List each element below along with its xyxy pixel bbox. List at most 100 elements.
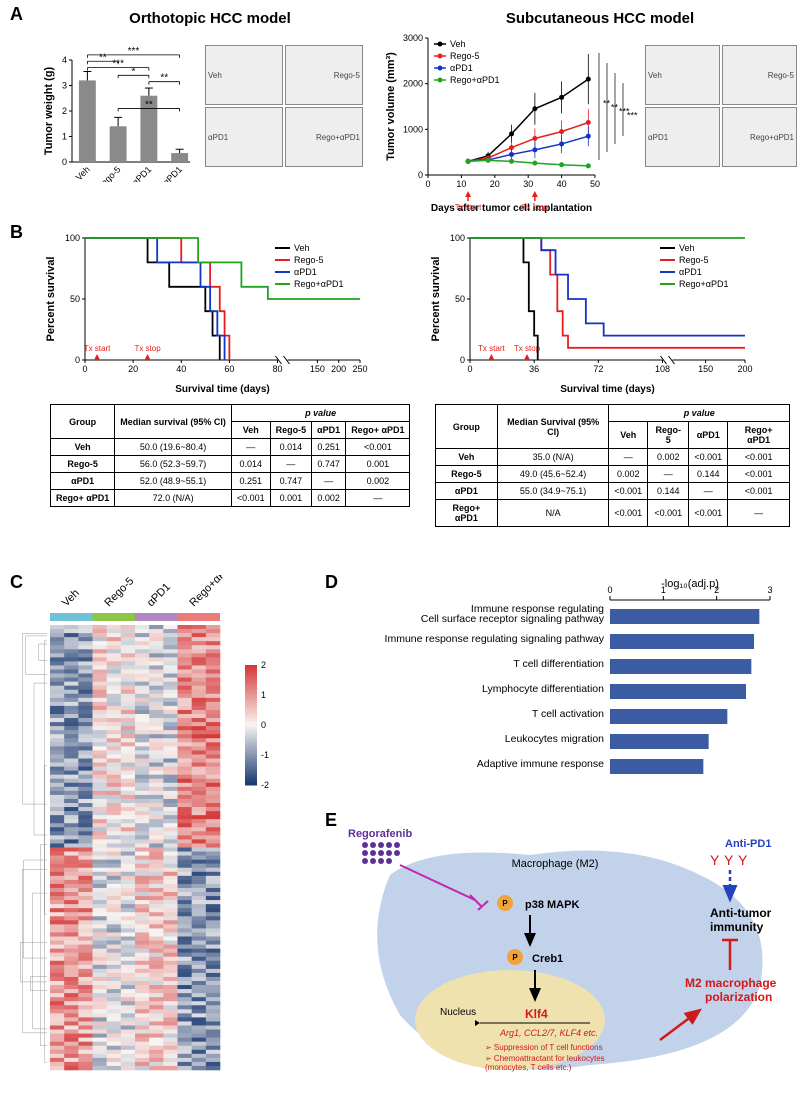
subq-line-chart: 010002000300001020304050Tumor volume (mm… bbox=[380, 30, 640, 215]
svg-text:Nucleus: Nucleus bbox=[440, 1007, 476, 1018]
subq-thumb-veh: Veh bbox=[645, 45, 720, 105]
svg-text:Y: Y bbox=[710, 852, 720, 868]
ortho-thumb-veh: Veh bbox=[205, 45, 283, 105]
svg-text:0: 0 bbox=[62, 157, 67, 167]
subq-title: Subcutaneous HCC model bbox=[430, 10, 770, 27]
svg-text:50: 50 bbox=[455, 294, 465, 304]
svg-text:1: 1 bbox=[261, 690, 266, 700]
svg-text:3: 3 bbox=[62, 81, 67, 91]
svg-text:Tx stop: Tx stop bbox=[514, 344, 541, 353]
svg-text:p38 MAPK: p38 MAPK bbox=[525, 899, 579, 911]
svg-text:**: ** bbox=[160, 73, 168, 84]
svg-text:2: 2 bbox=[261, 660, 266, 670]
ortho-thumb-apd1: αPD1 bbox=[205, 107, 283, 167]
svg-text:Tx stop: Tx stop bbox=[134, 344, 161, 353]
svg-text:Tx start: Tx start bbox=[84, 344, 111, 353]
ortho-thumb-combo: Rego+αPD1 bbox=[285, 107, 363, 167]
svg-text:Adaptive immune response: Adaptive immune response bbox=[477, 758, 604, 770]
svg-text:Creb1: Creb1 bbox=[532, 953, 563, 965]
svg-text:Leukocytes migration: Leukocytes migration bbox=[505, 733, 604, 745]
svg-text:Survival time (days): Survival time (days) bbox=[560, 384, 654, 395]
svg-text:Tx start: Tx start bbox=[478, 344, 505, 353]
svg-text:T cell differentiation: T cell differentiation bbox=[513, 658, 604, 670]
svg-text:Arg1, CCL2/7, KLF4 etc.: Arg1, CCL2/7, KLF4 etc. bbox=[499, 1028, 598, 1038]
svg-text:Rego-5: Rego-5 bbox=[450, 51, 480, 61]
svg-text:60: 60 bbox=[224, 364, 234, 374]
svg-text:**: ** bbox=[145, 99, 153, 110]
svg-text:*: * bbox=[132, 66, 136, 77]
svg-text:Percent survival: Percent survival bbox=[45, 257, 57, 342]
svg-text:250: 250 bbox=[352, 364, 367, 374]
svg-text:10: 10 bbox=[456, 179, 466, 189]
svg-text:P: P bbox=[502, 899, 508, 908]
svg-text:Regorafenib: Regorafenib bbox=[348, 828, 412, 840]
svg-text:Lymphocyte differentiation: Lymphocyte differentiation bbox=[482, 683, 604, 695]
svg-text:Tumor volume (mm³): Tumor volume (mm³) bbox=[385, 52, 397, 161]
svg-text:polarization: polarization bbox=[705, 990, 772, 1004]
svg-text:Immune response regulating sig: Immune response regulating signaling pat… bbox=[385, 633, 605, 645]
svg-text:Tx start: Tx start bbox=[455, 203, 482, 212]
ortho-title: Orthotopic HCC model bbox=[70, 10, 350, 27]
svg-text:-1: -1 bbox=[261, 750, 269, 760]
svg-text:80: 80 bbox=[272, 364, 282, 374]
svg-text:αPD1: αPD1 bbox=[450, 63, 473, 73]
subq-survival-curve: 050100Percent survivalSurvival time (day… bbox=[425, 230, 755, 395]
svg-text:3000: 3000 bbox=[403, 33, 423, 43]
svg-text:Y: Y bbox=[724, 852, 734, 868]
svg-text:Veh: Veh bbox=[294, 243, 310, 253]
svg-text:Anti-PD1: Anti-PD1 bbox=[725, 838, 771, 850]
svg-text:150: 150 bbox=[310, 364, 325, 374]
svg-text:***: *** bbox=[627, 111, 638, 121]
svg-text:Rego-5: Rego-5 bbox=[679, 255, 709, 265]
ortho-survival-table: GroupMedian survival (95% CI)p valueVehR… bbox=[50, 400, 410, 507]
svg-text:3: 3 bbox=[767, 585, 772, 595]
svg-text:Rego-5: Rego-5 bbox=[95, 164, 123, 182]
svg-text:➢ Suppression of T cell functi: ➢ Suppression of T cell functions bbox=[485, 1043, 603, 1052]
svg-text:100: 100 bbox=[450, 233, 465, 243]
svg-text:0: 0 bbox=[261, 720, 266, 730]
svg-text:0: 0 bbox=[607, 585, 612, 595]
svg-text:72: 72 bbox=[593, 364, 603, 374]
svg-text:Macrophage (M2): Macrophage (M2) bbox=[512, 858, 599, 870]
svg-text:50: 50 bbox=[70, 294, 80, 304]
subq-survival-table: GroupMedian Survival (95% CI)p valueVehR… bbox=[435, 400, 790, 527]
svg-text:Klf4: Klf4 bbox=[525, 1007, 548, 1021]
heatmap: VehRego-5αPD1Rego+αPD1-2-1012 bbox=[10, 575, 300, 1095]
svg-text:-2: -2 bbox=[261, 780, 269, 790]
svg-text:2: 2 bbox=[714, 585, 719, 595]
svg-text:Veh: Veh bbox=[74, 164, 92, 182]
subq-thumb-combo: Rego+αPD1 bbox=[722, 107, 797, 167]
svg-text:αPD1: αPD1 bbox=[145, 581, 173, 609]
svg-text:0: 0 bbox=[75, 355, 80, 365]
svg-text:Y: Y bbox=[738, 852, 748, 868]
svg-text:M2 macrophage: M2 macrophage bbox=[685, 976, 777, 990]
ortho-thumb-rego5: Rego-5 bbox=[285, 45, 363, 105]
svg-text:0: 0 bbox=[425, 179, 430, 189]
svg-text:0: 0 bbox=[82, 364, 87, 374]
svg-text:Rego+αPD1: Rego+αPD1 bbox=[679, 279, 728, 289]
svg-text:(monocytes, T cells etc.): (monocytes, T cells etc.) bbox=[485, 1063, 572, 1072]
svg-text:Survival time (days): Survival time (days) bbox=[175, 384, 269, 395]
svg-text:150: 150 bbox=[698, 364, 713, 374]
svg-text:Veh: Veh bbox=[450, 39, 466, 49]
svg-text:Tx stop: Tx stop bbox=[522, 203, 549, 212]
svg-text:Cell surface receptor signalin: Cell surface receptor signaling pathway bbox=[421, 613, 605, 625]
svg-text:Rego+αPD1: Rego+αPD1 bbox=[187, 575, 238, 609]
svg-text:20: 20 bbox=[490, 179, 500, 189]
mechanism-schematic: Macrophage (M2) Nucleus Regorafenib Pp38 MA… bbox=[330, 815, 790, 1095]
svg-text:Rego-5: Rego-5 bbox=[102, 575, 136, 609]
svg-text:30: 30 bbox=[523, 179, 533, 189]
svg-text:200: 200 bbox=[331, 364, 346, 374]
svg-text:0: 0 bbox=[467, 364, 472, 374]
go-enrichment-chart: -log₁₀(adj.p) 0 1 2 3 Immune response regulat… bbox=[330, 575, 790, 800]
svg-text:20: 20 bbox=[128, 364, 138, 374]
svg-text:Rego-5: Rego-5 bbox=[294, 255, 324, 265]
svg-text:αPD1: αPD1 bbox=[130, 164, 153, 182]
svg-text:Tumor weight (g): Tumor weight (g) bbox=[43, 66, 55, 155]
svg-text:200: 200 bbox=[737, 364, 752, 374]
svg-text:-log₁₀(adj.p): -log₁₀(adj.p) bbox=[661, 578, 719, 590]
svg-text:40: 40 bbox=[176, 364, 186, 374]
svg-text:50: 50 bbox=[590, 179, 600, 189]
svg-text:1: 1 bbox=[62, 132, 67, 142]
svg-text:1: 1 bbox=[661, 585, 666, 595]
